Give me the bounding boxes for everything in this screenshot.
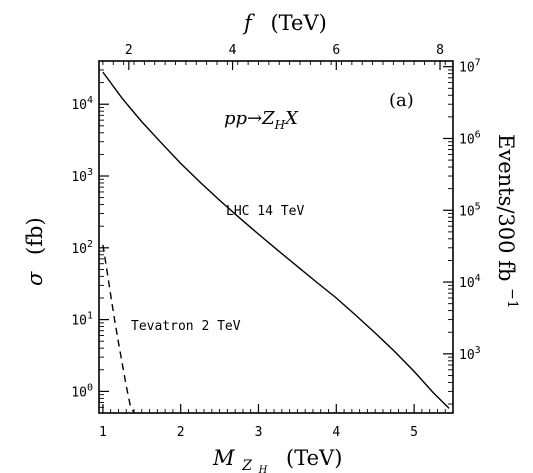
y-tick-label: 104 bbox=[71, 95, 93, 113]
top-tick-label: 8 bbox=[436, 43, 444, 58]
x-axis-title: M Z H (TeV) bbox=[212, 446, 342, 473]
y-axis-title-unit: (fb) bbox=[23, 217, 47, 255]
top-tick-label: 2 bbox=[125, 43, 133, 58]
right-tick-label: 103 bbox=[459, 345, 481, 363]
right-tick-label: 105 bbox=[459, 201, 481, 219]
panel-label: (a) bbox=[389, 90, 414, 111]
top-axis-title: f (TeV) bbox=[242, 11, 327, 35]
tevatron-2tev-curve bbox=[102, 244, 135, 414]
x-tick-label: 4 bbox=[332, 425, 340, 440]
y-axis-title-symbol: σ bbox=[23, 271, 47, 286]
right-axis-title-main: Events/300 fb bbox=[494, 134, 518, 281]
x-axis-title-subsubscript: H bbox=[258, 465, 268, 473]
top-axis-title-unit: (TeV) bbox=[270, 11, 326, 35]
right-tick-label: 106 bbox=[459, 129, 481, 147]
x-tick-label: 2 bbox=[177, 425, 185, 440]
series-label-lhc: LHC 14 TeV bbox=[226, 204, 304, 219]
y-tick-label: 102 bbox=[71, 239, 93, 257]
process-annotation: pp→ZHX bbox=[224, 108, 299, 132]
y-tick-label: 100 bbox=[71, 382, 93, 400]
x-axis-title-subscript: Z bbox=[241, 458, 252, 473]
data-curves bbox=[102, 71, 450, 414]
lhc-14tev-curve bbox=[102, 71, 450, 409]
x-tick-label: 3 bbox=[255, 425, 263, 440]
right-tick-label: 107 bbox=[459, 58, 481, 76]
axis-tick-labels: 1 2 3 4 5 2 4 6 8 100 101 102 103 104 103 104 105 106 107 bbox=[71, 43, 480, 440]
right-tick-label: 104 bbox=[459, 273, 481, 291]
series-label-tevatron: Tevatron 2 TeV bbox=[131, 319, 241, 334]
top-axis-title-symbol: f bbox=[242, 11, 255, 35]
y-tick-label: 101 bbox=[71, 311, 93, 329]
y-tick-label: 103 bbox=[71, 167, 93, 185]
x-tick-label: 1 bbox=[99, 425, 107, 440]
right-axis-title: Events/300 fb −1 bbox=[494, 134, 520, 309]
y-axis-title: σ (fb) bbox=[23, 217, 47, 286]
plot-frame bbox=[98, 60, 454, 414]
right-axis-title-exp: −1 bbox=[504, 288, 520, 309]
top-tick-label: 4 bbox=[229, 43, 237, 58]
x-axis-title-symbol: M bbox=[212, 446, 235, 470]
x-tick-label: 5 bbox=[410, 425, 418, 440]
x-axis-title-unit: (TeV) bbox=[286, 446, 342, 470]
top-tick-label: 6 bbox=[332, 43, 340, 58]
